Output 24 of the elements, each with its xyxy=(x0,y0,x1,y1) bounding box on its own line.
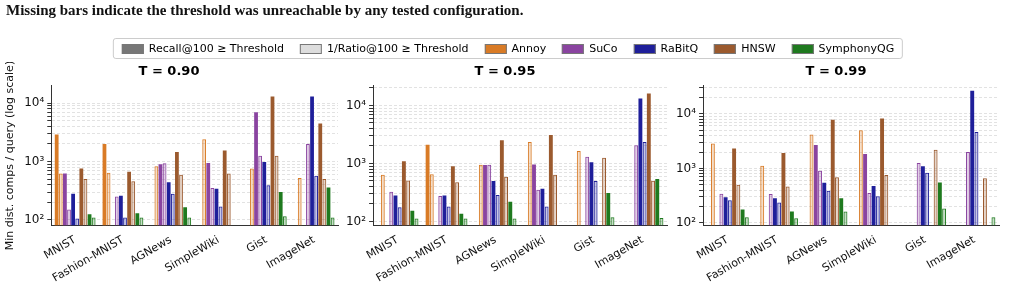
legend-label: SymphonyQG xyxy=(818,42,895,55)
y-tick-label: 10⁴ xyxy=(675,106,697,121)
text: 1/Ratio@100 ≥ Threshold xyxy=(327,42,469,55)
y-tick-label: 10² xyxy=(675,215,697,230)
legend-label: RaBitQ xyxy=(660,42,699,55)
chart-title: T = 0.90 xyxy=(138,63,200,79)
text: Recall@100 ≥ Threshold xyxy=(148,42,285,55)
y-tick-label: 10² xyxy=(345,213,367,228)
y-tick-label: 10² xyxy=(24,211,45,226)
y-tick-label: 10⁴ xyxy=(345,97,367,112)
legend-label: HNSW xyxy=(741,42,776,55)
chart-title: T = 0.99 xyxy=(805,63,867,79)
y-axis-title: Min dist. comps / query (log scale) xyxy=(3,60,17,251)
x-tick-label: Gist xyxy=(571,232,598,256)
legend-label: SuCo xyxy=(589,42,618,55)
legend-label: Annoy xyxy=(511,42,547,55)
y-tick-label: 10⁴ xyxy=(24,95,45,110)
y-tick-label: 10³ xyxy=(24,153,45,168)
x-tick-label: Gist xyxy=(244,232,270,256)
text: Missing bars indicate the threshold was unreachable by any tested configuration. xyxy=(6,2,524,19)
y-tick-label: 10³ xyxy=(675,160,697,175)
y-tick-label: 10³ xyxy=(345,155,367,170)
x-tick-label: Gist xyxy=(902,232,929,256)
chart-title: T = 0.95 xyxy=(474,63,536,79)
